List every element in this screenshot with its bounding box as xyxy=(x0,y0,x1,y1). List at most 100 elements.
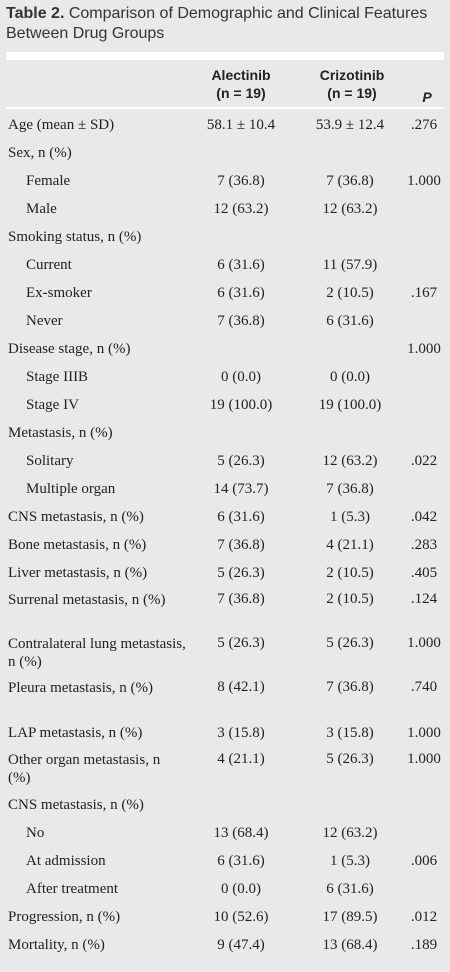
crizotinib-cell: 12 (63.2) xyxy=(322,825,378,841)
crizotinib-cell: 1 (5.3) xyxy=(330,509,370,525)
table-row: Progression, n (%) 10 (52.6) 17 (89.5) .012 xyxy=(0,903,450,931)
row-label: Bone metastasis, n (%) xyxy=(8,537,147,553)
crizotinib-cell: 7 (36.8) xyxy=(326,481,374,497)
table-row: Never 7 (36.8) 6 (31.6) xyxy=(0,307,450,335)
column-header-crizotinib: Crizotinib (n = 19) xyxy=(300,66,404,110)
table-row: Stage IIIB 0 (0.0) 0 (0.0) xyxy=(0,363,450,391)
p-value-cell: .042 xyxy=(410,509,438,525)
alectinib-cell: 6 (31.6) xyxy=(217,257,265,273)
crizotinib-cell: 12 (63.2) xyxy=(322,201,378,217)
p-value-cell: .012 xyxy=(410,909,438,925)
p-value-cell: .283 xyxy=(410,537,438,553)
row-label: Current xyxy=(26,257,72,273)
alectinib-cell: 0 (0.0) xyxy=(221,369,261,385)
header-rule xyxy=(6,52,444,60)
crizotinib-cell: 12 (63.2) xyxy=(322,453,378,469)
alectinib-cell: 6 (31.6) xyxy=(217,509,265,525)
row-label: Ex-smoker xyxy=(26,285,92,301)
row-label: Progression, n (%) xyxy=(8,909,121,925)
alectinib-cell: 58.1 ± 10.4 xyxy=(206,117,276,133)
crizotinib-cell: 3 (15.8) xyxy=(326,725,374,741)
table-row: Disease stage, n (%) 1.000 xyxy=(0,335,450,363)
table-title: Comparison of Demographic and Clinical F… xyxy=(6,5,428,42)
table-row: CNS metastasis, n (%) 6 (31.6) 1 (5.3) .042 xyxy=(0,503,450,531)
p-value-cell: 1.000 xyxy=(407,725,441,741)
alectinib-cell: 10 (52.6) xyxy=(213,909,269,925)
row-label: Contralateral lung metastasis, n (%) xyxy=(8,636,186,670)
crizotinib-cell: 6 (31.6) xyxy=(326,881,374,897)
table-row: Solitary 5 (26.3) 12 (63.2) .022 xyxy=(0,447,450,475)
table-number: Table 2. xyxy=(6,5,65,22)
crizotinib-label: Crizotinib xyxy=(319,67,385,83)
table-row: Metastasis, n (%) xyxy=(0,419,450,447)
table-row: Age (mean ± SD) 58.1 ± 10.4 53.9 ± 12.4 .27… xyxy=(0,111,450,139)
table-row: Contralateral lung metastasis, n (%) 5 (2… xyxy=(0,631,450,675)
table-row: Bone metastasis, n (%) 7 (36.8) 4 (21.1) .2… xyxy=(0,531,450,559)
table-row: Pleura metastasis, n (%) 8 (42.1) 7 (36.8)… xyxy=(0,675,450,719)
alectinib-cell: 12 (63.2) xyxy=(213,201,269,217)
p-value-cell: .740 xyxy=(410,679,438,695)
alectinib-label: Alectinib xyxy=(211,67,271,83)
column-header-alectinib: Alectinib (n = 19) xyxy=(186,66,296,110)
crizotinib-n: (n = 19) xyxy=(327,85,377,101)
crizotinib-cell: 13 (68.4) xyxy=(322,937,378,953)
p-value-cell: .167 xyxy=(410,285,438,301)
crizotinib-cell: 4 (21.1) xyxy=(326,537,374,553)
header-divider xyxy=(6,107,444,109)
row-label: Age (mean ± SD) xyxy=(8,117,115,133)
crizotinib-cell: 2 (10.5) xyxy=(326,285,374,301)
p-value-cell: .189 xyxy=(410,937,438,953)
alectinib-cell: 5 (26.3) xyxy=(217,565,265,581)
p-value-cell: .022 xyxy=(410,453,438,469)
row-label: After treatment xyxy=(26,881,119,897)
crizotinib-cell: 1 (5.3) xyxy=(330,853,370,869)
table-row: After treatment 0 (0.0) 6 (31.6) xyxy=(0,875,450,903)
crizotinib-cell: 2 (10.5) xyxy=(326,591,374,607)
row-label: Mortality, n (%) xyxy=(8,937,105,953)
alectinib-n: (n = 19) xyxy=(216,85,266,101)
crizotinib-cell: 7 (36.8) xyxy=(326,679,374,695)
table-row: LAP metastasis, n (%) 3 (15.8) 3 (15.8) 1.0… xyxy=(0,719,450,747)
table-row: At admission 6 (31.6) 1 (5.3) .006 xyxy=(0,847,450,875)
table-row: Surrenal metastasis, n (%) 7 (36.8) 2 (10.… xyxy=(0,587,450,631)
p-value-cell: 1.000 xyxy=(407,341,441,357)
crizotinib-cell: 5 (26.3) xyxy=(326,751,374,767)
p-value-cell: .124 xyxy=(410,591,438,607)
alectinib-cell: 7 (36.8) xyxy=(217,591,265,607)
p-value-cell: 1.000 xyxy=(407,635,441,651)
alectinib-cell: 8 (42.1) xyxy=(217,679,265,695)
table-row: Liver metastasis, n (%) 5 (26.3) 2 (10.5).… xyxy=(0,559,450,587)
row-label: Disease stage, n (%) xyxy=(8,341,131,357)
p-value-cell: 1.000 xyxy=(407,173,441,189)
row-label: Sex, n (%) xyxy=(8,145,72,161)
row-label: Solitary xyxy=(26,453,74,469)
row-label: At admission xyxy=(26,853,106,869)
table-row: Mortality, n (%) 9 (47.4) 13 (68.4) .189 xyxy=(0,931,450,959)
row-label: No xyxy=(26,825,45,841)
table-row: CNS metastasis, n (%) xyxy=(0,791,450,819)
alectinib-cell: 7 (36.8) xyxy=(217,537,265,553)
row-label: Stage IIIB xyxy=(26,369,89,385)
column-header-p: P xyxy=(422,89,432,105)
crizotinib-cell: 19 (100.0) xyxy=(318,397,382,413)
crizotinib-cell: 2 (10.5) xyxy=(326,565,374,581)
row-label: Female xyxy=(26,173,71,189)
alectinib-cell: 6 (31.6) xyxy=(217,853,265,869)
row-label: CNS metastasis, n (%) xyxy=(8,509,144,525)
table-row: Male 12 (63.2) 12 (63.2) xyxy=(0,195,450,223)
alectinib-cell: 7 (36.8) xyxy=(217,173,265,189)
table-row: Other organ metastasis, n (%) 4 (21.1) 5 (… xyxy=(0,747,450,791)
alectinib-cell: 5 (26.3) xyxy=(217,635,265,651)
crizotinib-cell: 5 (26.3) xyxy=(326,635,374,651)
alectinib-cell: 3 (15.8) xyxy=(217,725,265,741)
row-label: CNS metastasis, n (%) xyxy=(8,797,144,813)
alectinib-cell: 14 (73.7) xyxy=(213,481,269,497)
table-row: Sex, n (%) xyxy=(0,139,450,167)
crizotinib-cell: 11 (57.9) xyxy=(322,257,378,273)
table-row: Ex-smoker 6 (31.6) 2 (10.5) .167 xyxy=(0,279,450,307)
table-row: Smoking status, n (%) xyxy=(0,223,450,251)
row-label: Pleura metastasis, n (%) xyxy=(8,680,153,696)
crizotinib-cell: 6 (31.6) xyxy=(326,313,374,329)
alectinib-cell: 4 (21.1) xyxy=(217,751,265,767)
